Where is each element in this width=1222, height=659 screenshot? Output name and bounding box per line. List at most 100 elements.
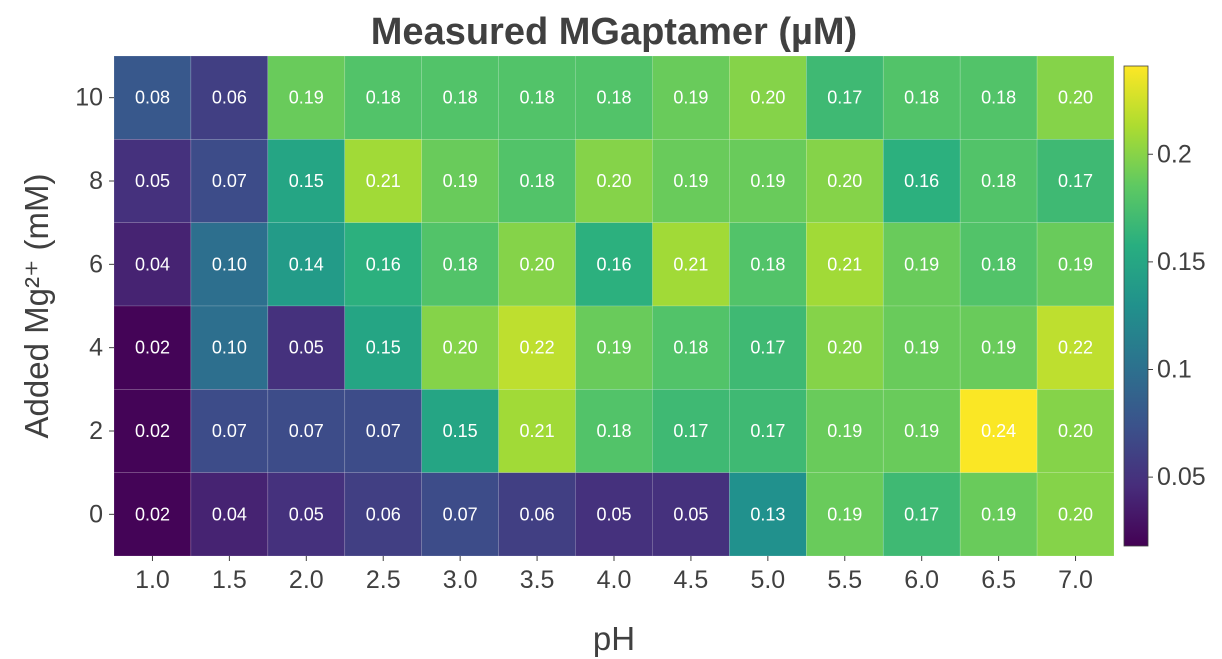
cell-value-label: 0.20 xyxy=(596,171,631,191)
colorbar: 0.05 0.1 0.15 0.2 xyxy=(1123,65,1206,547)
cell-value-label: 0.15 xyxy=(289,171,324,191)
colorbar-tick-label: 0.15 xyxy=(1157,248,1206,276)
cell-value-label: 0.20 xyxy=(1058,88,1093,108)
cell-value-label: 0.21 xyxy=(827,254,862,274)
x-tick-label: 3.5 xyxy=(520,566,555,594)
cell-value-label: 0.18 xyxy=(904,88,939,108)
heatmap-cell xyxy=(113,139,192,223)
heatmap-cell xyxy=(190,389,269,473)
cell-value-label: 0.18 xyxy=(443,254,478,274)
cell-value-label: 0.19 xyxy=(904,338,939,358)
heatmap-cell xyxy=(882,222,961,307)
heatmap-cell xyxy=(498,55,576,140)
heatmap-cell xyxy=(1036,389,1115,473)
cell-value-label: 0.13 xyxy=(750,504,785,524)
cell-value-label: 0.20 xyxy=(1058,504,1093,524)
cell-value-label: 0.05 xyxy=(135,171,170,191)
heatmap-cell xyxy=(267,139,346,223)
heatmap-cell xyxy=(1036,222,1115,307)
cell-value-label: 0.15 xyxy=(366,338,401,358)
cell-value-label: 0.07 xyxy=(289,421,324,441)
cell-value-label: 0.16 xyxy=(366,254,401,274)
heatmap-cell xyxy=(421,472,499,557)
cell-value-label: 0.19 xyxy=(827,504,862,524)
x-tick-label: 6.0 xyxy=(904,566,939,594)
cell-value-label: 0.19 xyxy=(673,171,708,191)
cell-value-label: 0.07 xyxy=(212,171,247,191)
heatmap-cell xyxy=(267,389,346,473)
heatmap-cell xyxy=(575,472,653,557)
cell-value-label: 0.20 xyxy=(1058,421,1093,441)
cell-value-label: 0.19 xyxy=(673,88,708,108)
heatmap-cell xyxy=(421,55,499,140)
heatmap-cell xyxy=(190,55,269,140)
cell-value-label: 0.21 xyxy=(673,254,708,274)
cell-value-label: 0.18 xyxy=(596,88,631,108)
cell-value-label: 0.22 xyxy=(1058,338,1093,358)
y-axis-ticks: 10 8 6 4 2 0 xyxy=(75,84,114,528)
colorbar-gradient xyxy=(1123,65,1149,547)
cell-value-label: 0.16 xyxy=(596,254,631,274)
heatmap-cell xyxy=(267,305,346,390)
colorbar-ticks: 0.05 0.1 0.15 0.2 xyxy=(1148,140,1206,491)
heatmap-cell xyxy=(113,389,192,473)
cell-value-label: 0.08 xyxy=(135,88,170,108)
cell-value-label: 0.17 xyxy=(827,88,862,108)
heatmap-cell xyxy=(190,139,269,223)
cell-value-label: 0.19 xyxy=(289,88,324,108)
cell-value-label: 0.18 xyxy=(443,88,478,108)
cell-value-label: 0.02 xyxy=(135,338,170,358)
heatmap-cell xyxy=(806,55,884,140)
heatmap-cell xyxy=(498,305,576,390)
cell-value-label: 0.06 xyxy=(366,504,401,524)
colorbar-tick-label: 0.05 xyxy=(1157,463,1206,491)
chart-title: Measured MGaptamer (µM) xyxy=(371,11,857,53)
y-tick-label: 8 xyxy=(89,167,103,195)
heatmap-cell xyxy=(959,305,1038,390)
x-tick-label: 4.0 xyxy=(597,566,632,594)
cell-value-label: 0.18 xyxy=(750,254,785,274)
x-tick-label: 4.5 xyxy=(674,566,709,594)
cell-value-label: 0.20 xyxy=(827,338,862,358)
heatmap-cell xyxy=(652,305,730,390)
cell-value-label: 0.18 xyxy=(981,88,1016,108)
heatmap-cell xyxy=(344,389,422,473)
x-tick-label: 6.5 xyxy=(981,566,1016,594)
y-tick-label: 4 xyxy=(89,334,103,362)
x-tick-label: 2.5 xyxy=(366,566,401,594)
heatmap-cell xyxy=(806,305,884,390)
cell-value-label: 0.07 xyxy=(443,504,478,524)
heatmap-cell xyxy=(575,305,653,390)
cell-value-label: 0.14 xyxy=(289,254,324,274)
heatmap-cell xyxy=(113,305,192,390)
cell-value-label: 0.10 xyxy=(212,338,247,358)
cell-value-label: 0.17 xyxy=(904,504,939,524)
heatmap-cell xyxy=(959,139,1038,223)
colorbar-tick-label: 0.1 xyxy=(1157,355,1192,383)
y-tick-label: 10 xyxy=(75,84,103,112)
heatmap-cell xyxy=(729,222,807,307)
cell-value-label: 0.19 xyxy=(443,171,478,191)
cell-value-label: 0.05 xyxy=(596,504,631,524)
heatmap-cell xyxy=(882,472,961,557)
cell-value-label: 0.17 xyxy=(750,338,785,358)
heatmap-cell xyxy=(652,55,730,140)
x-tick-label: 5.5 xyxy=(827,566,862,594)
cell-value-label: 0.19 xyxy=(981,504,1016,524)
heatmap-cell xyxy=(575,389,653,473)
cell-value-label: 0.17 xyxy=(1058,171,1093,191)
cell-value-label: 0.19 xyxy=(1058,254,1093,274)
cell-value-label: 0.06 xyxy=(520,504,555,524)
cell-value-label: 0.19 xyxy=(904,421,939,441)
heatmap-cell xyxy=(959,472,1038,557)
cell-value-label: 0.18 xyxy=(981,254,1016,274)
cell-value-label: 0.18 xyxy=(520,88,555,108)
cell-value-label: 0.19 xyxy=(981,338,1016,358)
y-tick-label: 6 xyxy=(89,250,103,278)
colorbar-tick-label: 0.2 xyxy=(1157,140,1192,168)
heatmap-cell xyxy=(498,139,576,223)
cell-value-label: 0.24 xyxy=(981,421,1016,441)
cell-value-label: 0.20 xyxy=(750,88,785,108)
heatmap-cell xyxy=(806,389,884,473)
